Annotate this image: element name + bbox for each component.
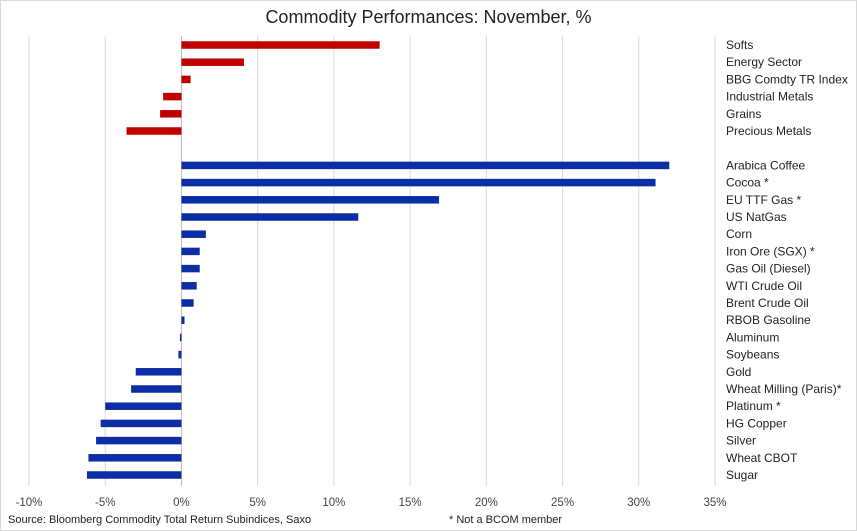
bcom-footnote: * Not a BCOM member bbox=[449, 514, 563, 526]
bar bbox=[181, 161, 670, 170]
category-label: Industrial Metals bbox=[726, 90, 813, 104]
x-tick-label: 20% bbox=[475, 497, 498, 509]
bar bbox=[179, 333, 182, 342]
bar bbox=[181, 316, 185, 324]
bar bbox=[181, 75, 191, 84]
category-label: Brent Crude Oil bbox=[726, 296, 809, 310]
bar bbox=[181, 299, 194, 307]
x-tick-label: 0% bbox=[173, 497, 190, 509]
gridlines bbox=[28, 36, 716, 486]
bar bbox=[181, 178, 656, 187]
category-label: Softs bbox=[726, 38, 753, 52]
bar bbox=[88, 454, 182, 462]
category-label: Wheat CBOT bbox=[726, 451, 798, 465]
x-tick-label: 35% bbox=[703, 497, 726, 509]
bar bbox=[181, 282, 197, 290]
category-label: HG Copper bbox=[726, 416, 787, 430]
category-label: Grains bbox=[726, 107, 761, 121]
category-label: Iron Ore (SGX) * bbox=[726, 244, 815, 258]
bar bbox=[100, 419, 182, 428]
bar bbox=[181, 41, 380, 49]
x-tick-label: 15% bbox=[399, 497, 422, 509]
x-tick-label: 10% bbox=[322, 497, 345, 509]
category-label: Arabica Coffee bbox=[726, 158, 805, 172]
category-label: Energy Sector bbox=[726, 55, 802, 69]
category-label: Precious Metals bbox=[726, 124, 811, 138]
bar bbox=[181, 247, 200, 256]
bar bbox=[181, 196, 440, 204]
bar bbox=[105, 402, 182, 410]
bar bbox=[181, 213, 359, 221]
bar bbox=[160, 110, 182, 118]
bar bbox=[96, 436, 182, 445]
category-label: Platinum * bbox=[726, 399, 781, 413]
category-label: BBG Comdty TR Index bbox=[726, 72, 848, 86]
category-label: EU TTF Gas * bbox=[726, 193, 801, 207]
x-tick-label: 30% bbox=[627, 497, 650, 509]
x-tick-label: -5% bbox=[95, 497, 115, 509]
category-label: Gold bbox=[726, 365, 751, 379]
x-axis-ticks: -10% -5% 0% 5% 10% 15% 20% 25% 30% 35% bbox=[16, 497, 727, 509]
category-label: Cocoa * bbox=[726, 176, 769, 190]
bar bbox=[181, 58, 244, 66]
bar bbox=[131, 385, 182, 393]
bars bbox=[86, 41, 670, 479]
bar bbox=[181, 264, 200, 273]
chart-title: Commodity Performances: November, % bbox=[265, 7, 592, 27]
category-label: Wheat Milling (Paris)* bbox=[726, 382, 842, 396]
category-label: Silver bbox=[726, 434, 756, 448]
x-tick-label: -10% bbox=[16, 497, 43, 509]
bar bbox=[163, 92, 182, 101]
category-label: WTI Crude Oil bbox=[726, 279, 802, 293]
bar bbox=[86, 471, 182, 479]
bar bbox=[126, 127, 182, 135]
bar bbox=[178, 350, 182, 359]
bar bbox=[135, 368, 182, 376]
category-label: Aluminum bbox=[726, 330, 779, 344]
category-label: Corn bbox=[726, 227, 752, 241]
x-tick-label: 25% bbox=[551, 497, 574, 509]
category-label: RBOB Gasoline bbox=[726, 313, 811, 327]
bar bbox=[181, 230, 206, 238]
category-label: Sugar bbox=[726, 468, 758, 482]
category-labels: Softs Energy Sector BBG Comdty TR Index Ind… bbox=[726, 38, 848, 482]
source-note: Source: Bloomberg Commodity Total Return… bbox=[8, 514, 312, 526]
x-tick-label: 5% bbox=[249, 497, 266, 509]
category-label: US NatGas bbox=[726, 210, 787, 224]
category-label: Gas Oil (Diesel) bbox=[726, 262, 811, 276]
category-label: Soybeans bbox=[726, 348, 779, 362]
